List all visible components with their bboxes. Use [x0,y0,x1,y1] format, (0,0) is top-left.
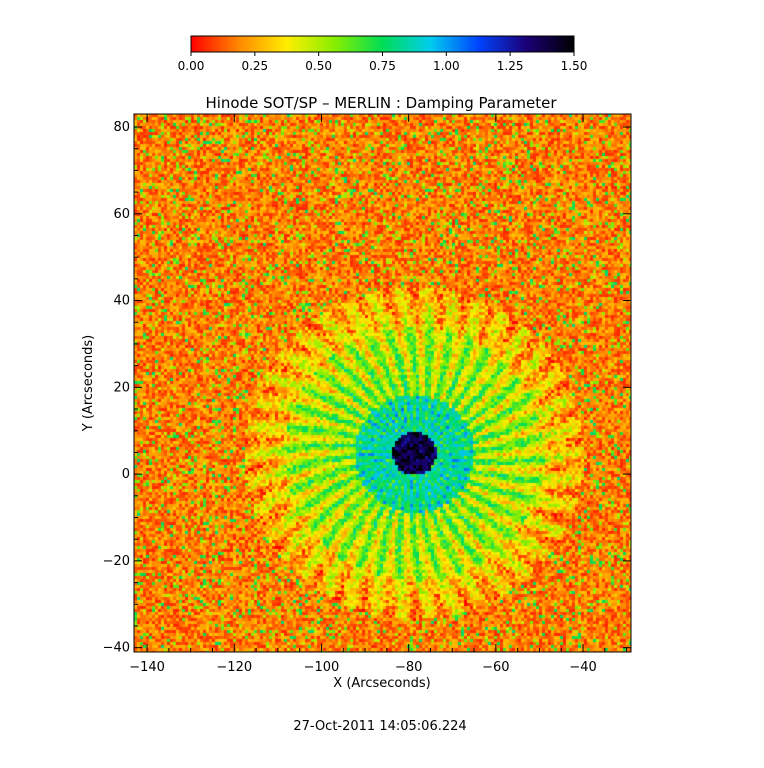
chart-title: Hinode SOT/SP – MERLIN : Damping Paramet… [205,94,557,112]
y-tick-label: 0 [122,467,130,482]
x-axis: −140 −120 −100 −80 −60 −40 [129,114,628,675]
colorbar-tick-label: 0.00 [178,59,205,73]
colorbar-tick-label: 0.25 [241,59,268,73]
plot-area [133,113,632,653]
plot-frame [133,113,632,653]
timestamp: 27-Oct-2011 14:05:06.224 [293,719,466,734]
colorbar-tick-label: 1.50 [561,59,588,73]
colorbar-gradient [190,35,575,53]
x-tick-label: −140 [129,660,165,675]
y-tick-label: 60 [113,207,130,222]
x-tick-label: −120 [216,660,252,675]
colorbar-tick-label: 0.75 [369,59,396,73]
x-tick-label: −40 [569,660,596,675]
y-tick-label: −40 [103,641,130,656]
colorbar-tick-label: 0.50 [305,59,332,73]
y-axis-label: Y (Arcseconds) [81,335,96,432]
heatmap-image [134,114,631,652]
colorbar-ticks: 0.00 0.25 0.50 0.75 1.00 1.25 1.50 [178,52,588,73]
colorbar-tick-label: 1.25 [497,59,524,73]
y-tick-label: −20 [103,554,130,569]
colorbar-tick-label: 1.00 [433,59,460,73]
y-tick-label: 40 [113,294,130,309]
colorbar: 0.00 0.25 0.50 0.75 1.00 1.25 1.50 [178,35,588,73]
x-tick-label: −80 [395,660,422,675]
y-tick-label: 20 [113,380,130,395]
x-tick-label: −60 [482,660,509,675]
y-tick-label: 80 [113,120,130,135]
x-tick-label: −100 [304,660,340,675]
y-axis: −40 −20 0 20 40 60 80 [103,120,631,656]
x-axis-label: X (Arcseconds) [333,676,430,691]
